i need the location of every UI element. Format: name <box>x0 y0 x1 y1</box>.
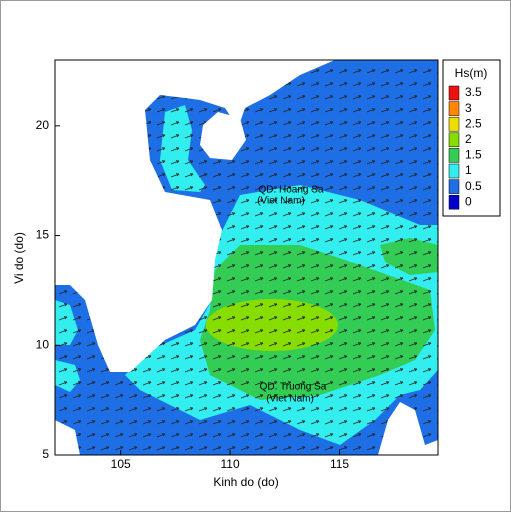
colorbar-label: 1.5 <box>465 148 482 162</box>
colorbar-swatch <box>448 85 460 101</box>
colorbar-swatch <box>448 148 460 163</box>
colorbar-label: 2.5 <box>465 116 482 130</box>
colorbar-label: 1 <box>465 163 472 177</box>
annotation: (Viet Nam) <box>257 196 305 207</box>
colorbar-swatch <box>448 179 460 194</box>
colorbar-swatch <box>448 163 460 179</box>
colorbar-swatch <box>448 101 460 116</box>
map-area <box>55 60 438 455</box>
x-tick-label: 110 <box>221 457 240 471</box>
annotation: QD. Hoang Sa <box>258 185 323 196</box>
colorbar-swatch <box>448 116 460 132</box>
colorbar-swatch <box>448 194 460 210</box>
plot-frame <box>54 59 439 456</box>
x-tick-label: 105 <box>111 457 131 471</box>
colorbar-title: Hs(m) <box>455 66 488 80</box>
x-tick-label: 115 <box>330 457 349 471</box>
land <box>200 112 246 160</box>
colorbar-label: 3 <box>465 101 472 115</box>
colorbar-swatch <box>448 132 460 148</box>
land <box>55 420 80 455</box>
colorbar-label: 2 <box>465 132 472 146</box>
y-tick-label: 5 <box>42 447 49 461</box>
y-tick-label: 10 <box>36 337 50 351</box>
y-axis-title: Vi do (do) <box>12 232 26 284</box>
annotation: QD. Truong Sa <box>260 382 327 393</box>
annotation: (Viet Nam) <box>266 394 314 405</box>
land <box>378 402 438 455</box>
colorbar-label: 3.5 <box>465 85 482 99</box>
colorbar-label: 0 <box>465 194 472 208</box>
y-tick-label: 20 <box>36 118 50 132</box>
colorbar-label: 0.5 <box>465 179 482 193</box>
x-axis-title: Kinh do (do) <box>213 475 278 489</box>
land <box>55 60 335 372</box>
y-tick-label: 15 <box>36 228 50 242</box>
